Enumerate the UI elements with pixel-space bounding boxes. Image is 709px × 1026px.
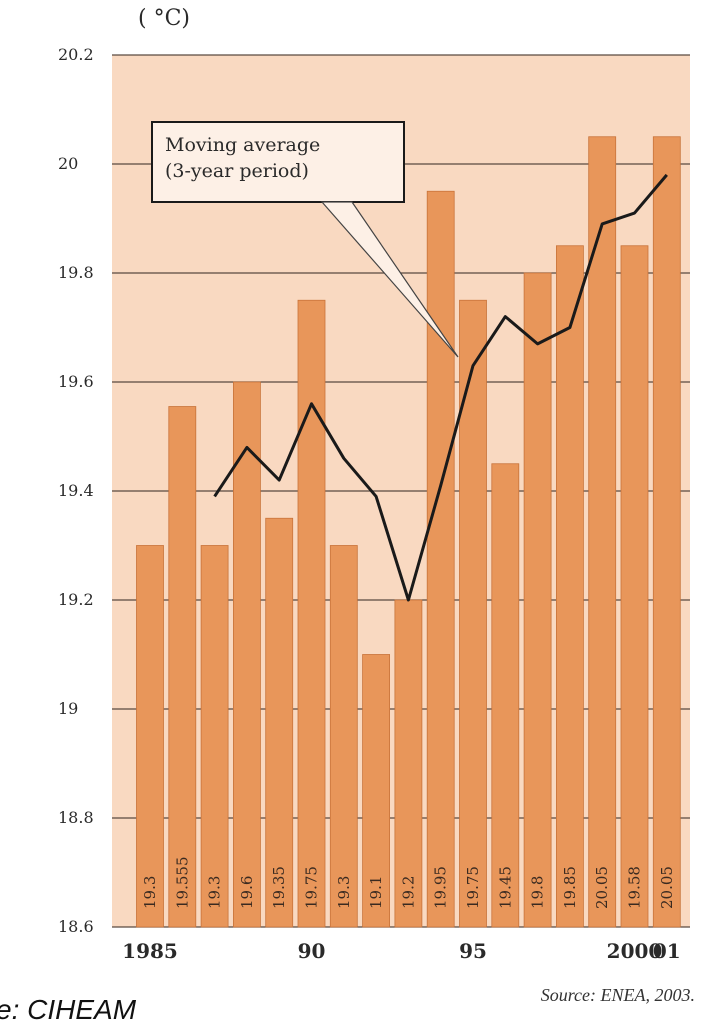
y-tick-label: 19.8: [58, 263, 94, 282]
bar-data-label: 19.45: [496, 866, 514, 909]
bar-data-label: 20.05: [593, 866, 611, 909]
bar-data-label: 19.75: [464, 866, 482, 909]
bar-data-label: 19.85: [561, 866, 579, 909]
y-tick-label: 20: [58, 154, 78, 173]
callout-pointer: [320, 201, 459, 358]
y-tick-label: 20.2: [58, 45, 94, 64]
bar-data-label: 19.3: [141, 876, 159, 909]
bar-1988: [232, 381, 261, 928]
moving-average-line: [213, 173, 668, 602]
y-tick-label: 19.2: [58, 590, 94, 609]
x-tick-label: 90: [298, 939, 326, 963]
callout-box: [151, 121, 405, 203]
bar-data-label: 19.8: [529, 876, 547, 909]
bar-1996: [491, 463, 520, 928]
bar-data-label: 19.2: [399, 876, 417, 909]
bar-data-label: 19.6: [238, 876, 256, 909]
bar-1994: [426, 190, 455, 928]
bar-1992: [362, 654, 391, 928]
y-tick-label: 19.6: [58, 372, 94, 391]
y-tick-label: 19: [58, 699, 78, 718]
y-tick-label: 18.8: [58, 808, 94, 827]
moving-average-series: [213, 173, 668, 602]
bar-1987: [200, 545, 229, 928]
bar-1998: [556, 245, 584, 928]
bar-data-labels: 19.3 19.555 19.3 19.6 19.35 19.75 19.3 19.1 19.2…: [141, 857, 676, 910]
bar-data-label: 19.95: [432, 866, 450, 909]
bar-data-label: 19.555: [173, 857, 191, 910]
x-tick-label: 1985: [122, 939, 178, 963]
bar-1986: [168, 406, 197, 928]
callout-line-2: (3-year period): [165, 160, 309, 182]
bar-data-label: 19.58: [626, 866, 644, 909]
callout-line-1: Moving average: [165, 134, 321, 156]
y-tick-label: 18.6: [58, 917, 94, 936]
bar-data-label: 19.1: [367, 876, 385, 909]
bar-data-label: 19.75: [303, 866, 321, 909]
source-note: Source: ENEA, 2003.: [540, 985, 695, 1005]
bar-1991: [329, 545, 358, 928]
bar-data-label: 20.05: [658, 866, 676, 909]
x-tick-label: 01: [653, 939, 681, 963]
bar-2000: [620, 245, 649, 928]
bar-1989: [265, 517, 294, 928]
bar-data-label: 19.3: [335, 876, 353, 909]
callout-text: Moving average (3-year period): [165, 132, 320, 184]
bar-1985: [136, 545, 164, 928]
bar-1995: [459, 299, 487, 928]
bar-data-label: 19.35: [270, 866, 288, 909]
y-tick-label: 19.4: [58, 481, 94, 500]
bar-1997: [523, 272, 552, 928]
bar-1990: [297, 299, 326, 928]
y-unit-label: ( °C): [138, 6, 190, 31]
source-caption: ce: CIHEAM: [0, 994, 137, 1025]
x-tick-label: 95: [459, 939, 487, 963]
x-tick-label: 2000: [607, 939, 663, 963]
bar-data-label: 19.3: [206, 876, 224, 909]
bar-1999: [588, 136, 617, 928]
y-tick-labels: 18.6 18.8 19 19.2 19.4 19.6 19.8 20 20.2: [58, 45, 94, 936]
bar-1993: [394, 599, 423, 928]
bar-2001: [652, 136, 681, 928]
